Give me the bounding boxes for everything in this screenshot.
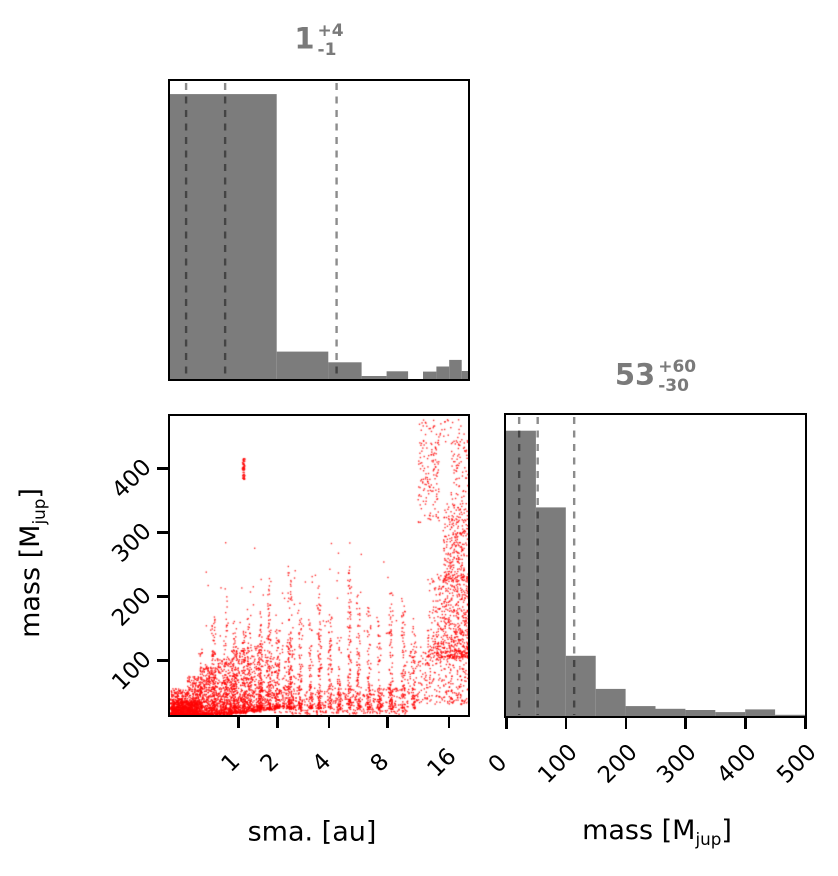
- mass-y-tick: [157, 531, 168, 534]
- mass-vs-sma-scatter-panel: [168, 414, 470, 717]
- mass-ylabel-suffix: ]: [14, 488, 46, 499]
- sma-x-tick: [386, 717, 389, 728]
- hist-bar: [625, 706, 656, 716]
- hist-bar: [461, 371, 468, 379]
- mass-y-tick-label: 300: [107, 518, 157, 568]
- mass-x-tick-label: 300: [652, 739, 703, 789]
- mass-y-tick-label: 400: [107, 454, 157, 505]
- mass-y-tick: [157, 659, 168, 662]
- sma-x-tick-label: 1: [216, 748, 246, 778]
- hist-bar: [436, 366, 450, 379]
- sma-x-tick-label: 2: [255, 748, 285, 778]
- sma-x-tick-label: 4: [307, 748, 336, 778]
- mass-x-tick-label: 500: [772, 739, 822, 789]
- hist-bar: [745, 709, 776, 716]
- hist-bar: [386, 371, 409, 379]
- mass-x-tick: [564, 718, 568, 729]
- hist-bar: [655, 708, 686, 716]
- mass-axis-label-sub: jup: [695, 829, 722, 850]
- mass-axis-label-prefix: mass [M: [582, 814, 696, 846]
- sma-title-plus-err: +4: [317, 21, 344, 41]
- sma-x-tick: [237, 717, 240, 728]
- mass-x-tick: [804, 718, 807, 729]
- sma-x-tick-label: 8: [365, 748, 395, 778]
- sma-x-tick: [447, 717, 451, 728]
- mass-histogram-plot: [506, 417, 805, 716]
- hist-bar: [276, 351, 329, 379]
- hist-bar: [449, 359, 462, 379]
- mass-x-tick-label: 0: [483, 749, 513, 779]
- scatter-canvas: [170, 416, 468, 715]
- sma-x-tick-label: 16: [422, 743, 462, 783]
- hist-bar: [565, 655, 596, 716]
- mass-x-tick: [505, 718, 508, 729]
- mass-y-tick: [157, 467, 168, 470]
- hist-bar: [361, 376, 387, 379]
- mass-axis-label-suffix: ]: [721, 814, 732, 846]
- x-axis-label-mass: mass [Mjup]: [582, 815, 732, 849]
- sma-axis-label-text: sma. [au]: [247, 816, 377, 848]
- hist-bar: [535, 507, 566, 716]
- mass-y-tick-label: 100: [107, 646, 157, 696]
- sma-x-tick: [327, 717, 331, 728]
- hist-bar: [328, 362, 362, 379]
- mass-x-tick-label: 200: [592, 739, 643, 789]
- sma-histogram-panel: [168, 79, 470, 381]
- mass-x-tick: [684, 718, 687, 729]
- sma-posterior-title: 1 +4 -1: [168, 22, 470, 59]
- sma-x-tick: [276, 717, 279, 728]
- hist-bar: [170, 94, 277, 379]
- x-axis-label-sma: sma. [au]: [248, 817, 377, 848]
- mass-posterior-title: 53 +60 -30: [504, 358, 807, 395]
- mass-x-tick-label: 400: [712, 739, 762, 789]
- mass-histogram-panel: [504, 413, 807, 718]
- y-axis-label-mass: mass [Mjup]: [15, 488, 49, 638]
- mass-ylabel-prefix: mass [M: [14, 524, 46, 638]
- hist-bar: [423, 371, 437, 379]
- hist-bar: [506, 430, 536, 716]
- mass-y-tick-label: 200: [107, 582, 157, 632]
- mass-x-tick: [744, 718, 747, 729]
- sma-title-median: 1: [294, 21, 315, 56]
- hist-bar: [595, 688, 626, 716]
- sma-title-minus-err: -1: [317, 39, 337, 60]
- hist-bar: [685, 710, 716, 716]
- mass-title-minus-err: -30: [658, 375, 689, 396]
- mass-y-tick: [157, 595, 168, 598]
- mass-x-tick-label: 100: [533, 739, 583, 789]
- mass-title-median: 53: [614, 357, 656, 392]
- hist-bar: [775, 714, 805, 716]
- mass-x-tick: [624, 718, 628, 729]
- hist-bar: [715, 712, 746, 716]
- mass-ylabel-sub: jup: [29, 498, 50, 525]
- mass-title-plus-err: +60: [658, 357, 697, 377]
- sma-histogram-plot: [170, 83, 468, 379]
